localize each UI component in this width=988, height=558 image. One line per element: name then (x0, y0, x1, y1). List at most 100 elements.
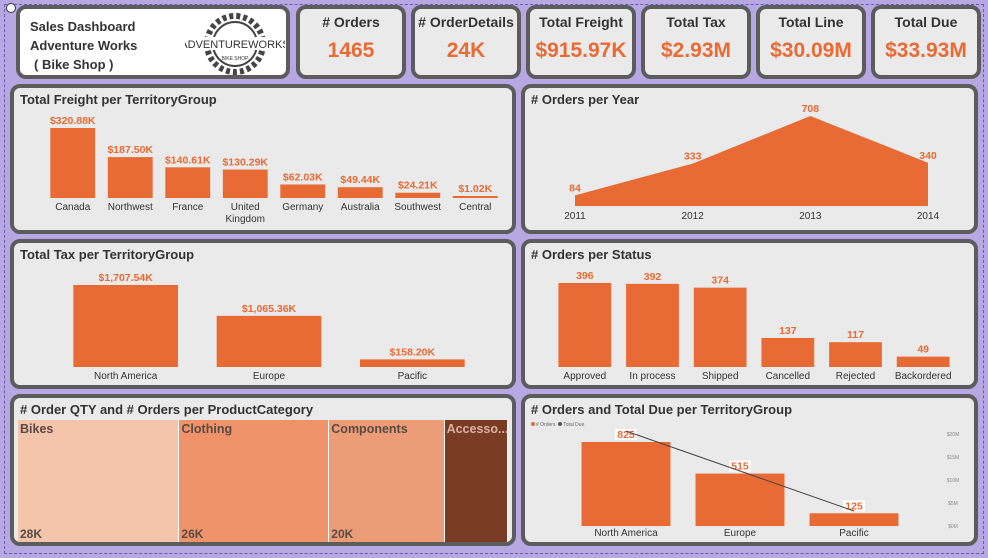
tax-bar-chart: $1,707.54K North America $1,065.36K Europe $… (73, 272, 465, 382)
chart-title: # Order QTY and # Orders per ProductCate… (20, 402, 314, 417)
data-label: $49.44K (340, 174, 380, 186)
treemap-cell[interactable]: Components 20K (329, 420, 445, 542)
svg-text:ADVENTUREWORKS: ADVENTUREWORKS (185, 39, 285, 51)
legend-label-orders: # Orders (536, 422, 556, 428)
category-label: In process (629, 371, 675, 382)
treemap-label: Accesso... (446, 422, 509, 436)
category-label: Germany (282, 202, 323, 213)
treemap-cell[interactable]: Clothing 26K (179, 420, 330, 542)
right-axis-label: $15M (947, 455, 960, 461)
chart-title: Total Tax per TerritoryGroup (20, 247, 195, 262)
bar (337, 187, 383, 198)
right-axis-label: $5M (948, 501, 958, 507)
category-treemap-card[interactable]: # Order QTY and # Orders per ProductCate… (10, 394, 516, 546)
bar (107, 157, 153, 198)
kpi-label: Total Freight (539, 14, 623, 30)
data-label: $24.21K (398, 180, 438, 192)
kpi-value: $33.93M (885, 39, 967, 62)
category-label: Approved (563, 371, 606, 382)
data-label: 137 (779, 325, 797, 337)
data-label: $62.03K (283, 171, 323, 183)
bar (452, 196, 498, 198)
category-label: Shipped (702, 371, 739, 382)
data-label-bg (843, 500, 865, 512)
bar (222, 169, 268, 198)
data-label: $1,065.36K (242, 303, 297, 315)
kpi-value: $915.97K (535, 39, 627, 62)
bar (395, 192, 441, 198)
category-label: Northwest (108, 202, 153, 213)
legend-label-due: Total Due (563, 422, 585, 428)
treemap-label: Components (331, 422, 408, 436)
data-label: 117 (847, 329, 864, 341)
treemap-cell[interactable]: Bikes 28K (18, 420, 180, 542)
kpi-label: # Orders (322, 14, 380, 30)
data-label: $130.29K (222, 157, 268, 169)
kpi-label: # OrderDetails (418, 14, 514, 30)
bar (809, 513, 899, 526)
category-label: North America (94, 371, 158, 382)
status-chart-card[interactable]: # Orders per Status 396 Approved 392 In pro… (521, 239, 978, 389)
data-label: $140.61K (165, 154, 211, 166)
orders-year-chart-card[interactable]: # Orders per Year 84 2011 333 2012 708 2013 34… (521, 84, 978, 234)
app-icon (6, 3, 16, 13)
kpi-order-details: # OrderDetails 24K (411, 5, 521, 79)
treemap-value: 26K (181, 527, 204, 541)
kpi-label: Total Line (778, 14, 844, 30)
category-label: Central (459, 202, 491, 213)
x-tick-label: 2012 (682, 211, 705, 222)
bar (50, 128, 96, 198)
x-tick-label: 2011 (564, 211, 586, 222)
orders-due-chart-card[interactable]: # Orders and Total Due per TerritoryGrou… (521, 394, 978, 546)
bar (829, 342, 882, 367)
data-label: 392 (644, 271, 662, 283)
data-label: 340 (919, 150, 937, 162)
total-due-line (625, 430, 855, 512)
bar (280, 184, 326, 198)
adventureworks-logo-icon: ADVENTUREWORKS BIKE SHOP (185, 13, 285, 75)
title-line-2: Adventure Works (30, 38, 138, 53)
kpi-total-freight: Total Freight $915.97K (526, 5, 636, 79)
right-axis-label: $0M (948, 524, 958, 530)
bar (626, 283, 679, 367)
bar (165, 167, 211, 198)
category-label: France (172, 202, 204, 213)
treemap-value: 20K (331, 527, 354, 541)
tax-chart-card[interactable]: Total Tax per TerritoryGroup $1,707.54K N… (10, 239, 516, 389)
data-label-bg (729, 460, 751, 472)
bar (73, 285, 178, 367)
bar (761, 337, 815, 367)
freight-chart-card[interactable]: Total Freight per TerritoryGroup $320.88… (10, 84, 516, 234)
bar (695, 473, 785, 526)
kpi-orders: # Orders 1465 (296, 5, 406, 79)
right-axis-label: $10M (947, 478, 960, 484)
category-label: Cancelled (766, 371, 810, 382)
data-label: $158.20K (390, 346, 436, 358)
kpi-value: 1465 (327, 39, 375, 62)
data-label: $320.88K (50, 115, 96, 127)
x-tick-label: 2013 (799, 211, 822, 222)
bar (360, 359, 465, 367)
legend: # Orders Total Due (531, 422, 584, 428)
data-label: $187.50K (107, 144, 153, 156)
right-axis-label: $20M (947, 432, 960, 438)
category-label: Europe (253, 371, 286, 382)
category-label: Pacific (398, 371, 427, 382)
kpi-value: $30.09M (770, 39, 852, 62)
data-label: 49 (917, 344, 929, 356)
svg-text:BIKE SHOP: BIKE SHOP (222, 56, 250, 62)
freight-bar-chart: $320.88K Canada $187.50K Northwest $140.61K F… (50, 115, 498, 225)
treemap-cell[interactable]: Accesso... (444, 420, 509, 542)
category-label: Southwest (394, 202, 441, 213)
kpi-label: Total Tax (666, 14, 726, 30)
data-label: 84 (569, 182, 581, 194)
chart-title: # Orders per Year (531, 92, 640, 107)
dashboard-title: Sales Dashboard Adventure Works ( Bike S… (30, 17, 137, 74)
kpi-total-tax: Total Tax $2.93M (641, 5, 751, 79)
orders-year-area-chart: 84 2011 333 2012 708 2013 340 2014 (564, 103, 939, 222)
status-bar-chart: 396 Approved 392 In process 374 Shipped 137 Can… (558, 270, 952, 382)
data-label: 708 (802, 103, 820, 115)
category-label: Kingdom (226, 214, 265, 225)
category-treemap: Bikes 28K Clothing 26K Components 20K Accesso.… (18, 420, 508, 542)
